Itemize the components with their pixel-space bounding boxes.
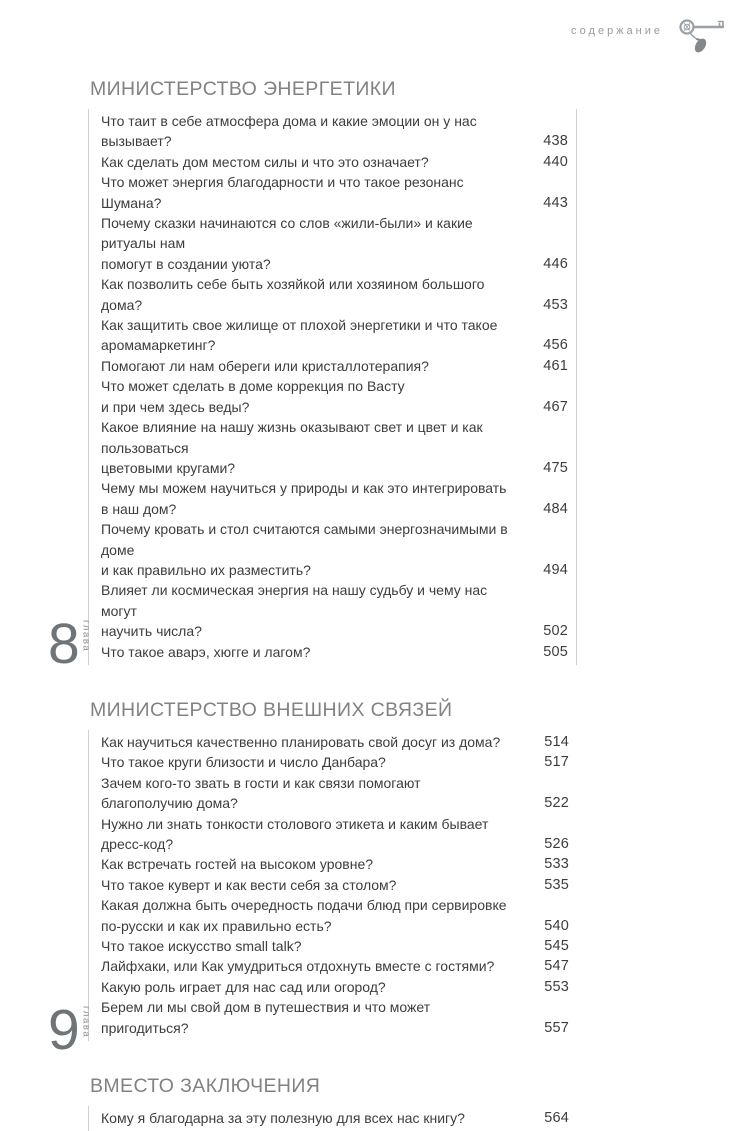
- toc-entry: Как защитить свое жилище от плохой энерг…: [101, 315, 576, 356]
- toc-entry-page: 535: [544, 876, 569, 893]
- toc-entry-title: Помогают ли нам обереги или кристаллотер…: [101, 357, 429, 374]
- toc-entry: Как встречать гостей на высоком уровне? …: [101, 854, 577, 874]
- toc-entry-title: Влияет ли космическая энергия на нашу су…: [101, 582, 488, 640]
- toc-entry-page: 456: [543, 337, 568, 354]
- toc-entry: Что такое куверт и как вести себя за сто…: [101, 875, 577, 895]
- toc-entry-title: Зачем кого-то звать в гости и как связи …: [101, 774, 421, 812]
- page-header: содержание: [0, 0, 740, 53]
- toc-entry-page: 553: [544, 978, 569, 995]
- toc-entry-page: 461: [543, 357, 568, 374]
- toc-entry-page: 494: [543, 561, 568, 578]
- toc-entry: Что такое аварэ, хюгге и лагом? 505: [101, 642, 576, 662]
- toc-entry-title: Почему сказки начинаются со слов «жили-б…: [101, 215, 473, 272]
- chapter-label: глава: [80, 1006, 92, 1039]
- toc-entry-page: 526: [544, 836, 569, 852]
- toc-entry-page: 467: [543, 398, 568, 415]
- toc-entry: Берем ли мы свой дом в путешествия и что…: [101, 997, 577, 1038]
- toc-entry: Какое влияние на нашу жизнь оказывают св…: [101, 417, 576, 478]
- toc-entry: Что может сделать в доме коррекция по Ва…: [101, 376, 576, 417]
- toc-entry: Нужно ли знать тонкости столового этикет…: [101, 814, 577, 855]
- toc-entry-page: 484: [543, 500, 568, 517]
- toc-entry-title: Какую роль играет для нас сад или огород…: [101, 978, 386, 995]
- toc-entry: Кому я благодарна за эту полезную для вс…: [101, 1108, 577, 1128]
- toc-entry: Как научиться качественно планировать св…: [101, 732, 577, 752]
- toc-entry: Как позволить себе быть хозяйкой или хоз…: [101, 274, 576, 315]
- toc-entry-page: 540: [544, 917, 569, 934]
- chapter-badge: 8 глава: [48, 612, 92, 677]
- chapter-number: 9: [48, 998, 80, 1063]
- toc-entry-title: Что может сделать в доме коррекция по Ва…: [101, 378, 405, 415]
- section-title: ВМЕСТО ЗАКЛЮЧЕНИЯ: [90, 1075, 321, 1098]
- toc-entry-page: 453: [543, 296, 568, 313]
- toc-entry-page: 505: [543, 643, 568, 660]
- toc-entry: Что может энергия благодарности и что та…: [101, 172, 576, 213]
- section-entries: Кому я благодарна за эту полезную для вс…: [88, 1106, 577, 1131]
- toc-entry: Какую роль играет для нас сад или огород…: [101, 977, 577, 997]
- toc-entry: Какая должна быть очередность подачи блю…: [101, 895, 577, 936]
- toc-entry: Чему мы можем научиться у природы и как …: [101, 478, 576, 519]
- toc-entry: Почему кровать и стол считаются самыми э…: [101, 519, 576, 580]
- toc-entry-page: 443: [543, 194, 568, 211]
- toc-entry-title: Что таит в себе атмосфера дома и какие э…: [101, 113, 477, 150]
- toc-entry-page: 446: [543, 255, 568, 272]
- toc-entry: Зачем кого-то звать в гости и как связи …: [101, 773, 577, 814]
- toc-entry-page: 440: [543, 153, 568, 170]
- toc-entry-page: 438: [543, 133, 568, 150]
- toc-entry-title: Почему кровать и стол считаются самыми э…: [101, 521, 508, 578]
- toc-section: МИНИСТЕРСТВО ВНЕШНИХ СВЯЗЕЙ 9 глава Как …: [48, 698, 577, 1059]
- toc-section: МИНИСТЕРСТВО ЭНЕРГЕТИКИ 8 глава Что таит…: [48, 78, 577, 673]
- chapter-badge: 9 глава: [48, 998, 92, 1063]
- key-tassel-icon: [676, 16, 730, 56]
- toc-entry-page: 514: [544, 733, 569, 750]
- section-entries: 8 глава Что таит в себе атмосфера дома и…: [48, 109, 577, 673]
- toc-entry: Лайфхаки, или Как умудриться отдохнуть в…: [101, 956, 577, 976]
- toc-entry-title: Чему мы можем научиться у природы и как …: [101, 480, 507, 517]
- toc-entry: Как сделать дом местом силы и что это оз…: [101, 152, 576, 172]
- section-entries: 9 глава Как научиться качественно планир…: [48, 729, 577, 1059]
- toc-entry-title: Лайфхаки, или Как умудриться отдохнуть в…: [101, 958, 495, 975]
- toc-entry-page: 517: [544, 754, 569, 771]
- toc-entry-title: Какое влияние на нашу жизнь оказывают св…: [101, 419, 483, 476]
- toc-entry-title: Нужно ли знать тонкости столового этикет…: [101, 815, 489, 852]
- section-title: МИНИСТЕРСТВО ЭНЕРГЕТИКИ: [90, 78, 396, 100]
- toc-entry-page: 502: [543, 623, 568, 640]
- toc-entry-title: Как защитить свое жилище от плохой энерг…: [101, 317, 498, 354]
- toc-entry: Что таит в себе атмосфера дома и какие э…: [101, 111, 576, 152]
- toc-entry-title: Что может энергия благодарности и что та…: [101, 174, 464, 211]
- toc-entry-page: 557: [544, 1019, 569, 1036]
- toc-entry: Помогают ли нам обереги или кристаллотер…: [101, 356, 576, 376]
- toc-entry-title: Кому я благодарна за эту полезную для вс…: [101, 1110, 465, 1127]
- toc-entry-page: 522: [544, 795, 569, 812]
- toc-entry: Что такое искусство small talk? 545: [101, 936, 577, 956]
- toc-entry: Что такое круги близости и число Данбара…: [101, 752, 577, 772]
- toc-entry-title: Что такое куверт и как вести себя за сто…: [101, 876, 397, 893]
- section-title: МИНИСТЕРСТВО ВНЕШНИХ СВЯЗЕЙ: [90, 698, 453, 721]
- toc-entry-title: Берем ли мы свой дом в путешествия и что…: [101, 999, 431, 1036]
- toc-section: ВМЕСТО ЗАКЛЮЧЕНИЯ Кому я благодарна за э…: [88, 1075, 577, 1131]
- toc-entry-page: 564: [544, 1110, 569, 1127]
- toc-entry-title: Что такое аварэ, хюгге и лагом?: [101, 643, 311, 660]
- toc-entry: Почему сказки начинаются со слов «жили-б…: [101, 213, 576, 274]
- toc: МИНИСТЕРСТВО ЭНЕРГЕТИКИ 8 глава Что таит…: [0, 78, 740, 1131]
- toc-entry-title: Как сделать дом местом силы и что это оз…: [101, 153, 429, 170]
- toc-entry-title: Что такое круги близости и число Данбара…: [101, 754, 386, 771]
- chapter-number: 8: [48, 612, 80, 677]
- toc-entry-page: 545: [544, 938, 569, 955]
- chapter-label: глава: [80, 619, 92, 653]
- toc-entry-title: Какая должна быть очередность подачи блю…: [101, 897, 507, 934]
- toc-entry-title: Как позволить себе быть хозяйкой или хоз…: [101, 276, 485, 313]
- toc-entry-title: Как встречать гостей на высоком уровне?: [101, 856, 374, 873]
- toc-entry-page: 475: [543, 459, 568, 476]
- contents-label: содержание: [571, 25, 663, 37]
- toc-entry-page: 533: [544, 856, 569, 873]
- toc-entry-page: 547: [544, 958, 569, 975]
- toc-entry: Влияет ли космическая энергия на нашу су…: [101, 580, 576, 641]
- toc-entry-title: Что такое искусство small talk?: [101, 938, 302, 955]
- toc-entry-title: Как научиться качественно планировать св…: [101, 733, 501, 750]
